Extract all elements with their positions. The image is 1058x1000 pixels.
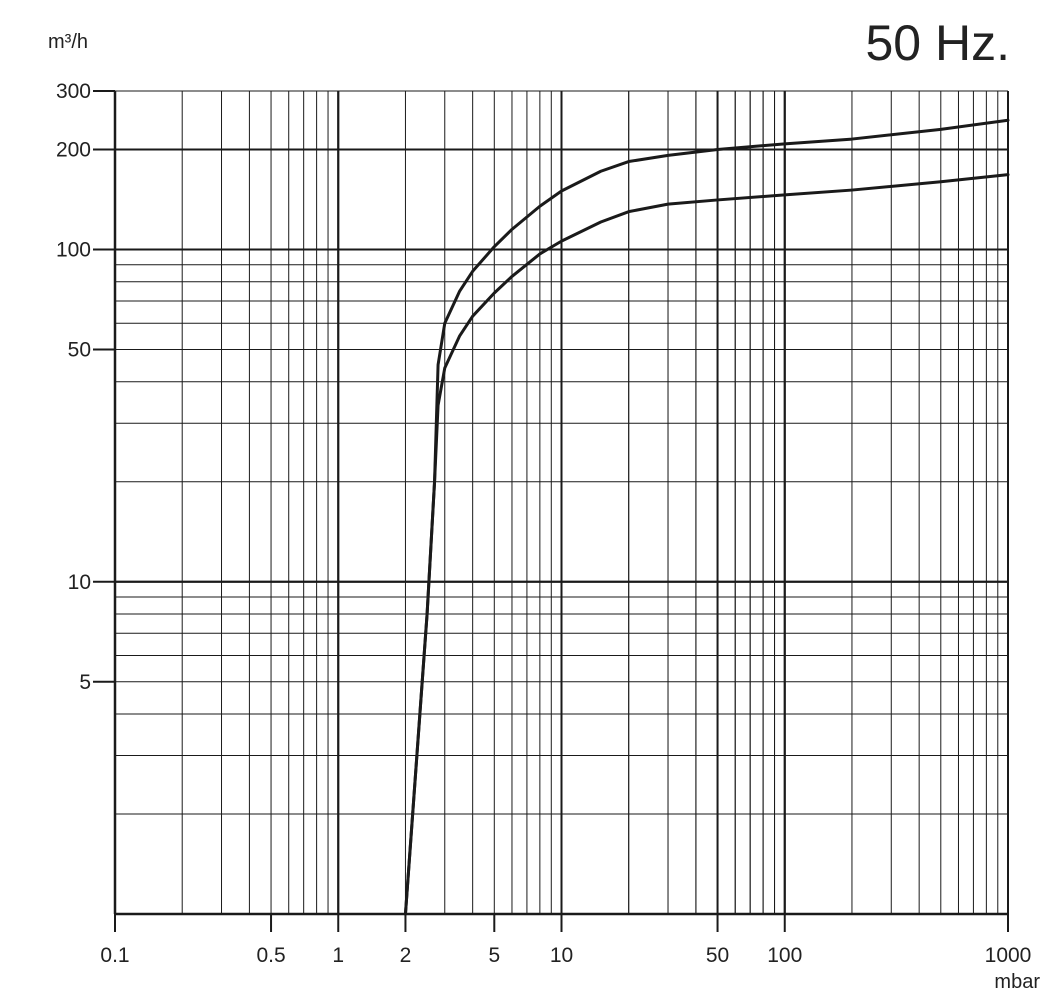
series-layer [403, 118, 1010, 916]
x-tick-label: 10 [550, 944, 573, 967]
label-layer: 5 10 50 100 200 300 0.1 0.5 1 2 5 10 50 100 1000 [56, 80, 1031, 967]
x-tick-label: 1 [332, 944, 344, 967]
x-tick-label: 1000 [985, 944, 1032, 967]
x-tick-label: 100 [767, 944, 802, 967]
grid-layer [114, 90, 1009, 915]
x-tick-label: 0.5 [256, 944, 285, 967]
frame-layer [93, 90, 1009, 932]
y-tick-label: 100 [56, 239, 91, 262]
x-tick-label: 0.1 [100, 944, 129, 967]
y-tick-label: 300 [56, 80, 91, 103]
x-tick-label: 50 [706, 944, 729, 967]
series-line-2 [403, 173, 1010, 916]
x-tick-label: 2 [400, 944, 412, 967]
y-tick-label: 10 [68, 571, 91, 594]
y-axis-label: m³/h [48, 31, 88, 53]
y-tick-label: 200 [56, 139, 91, 162]
x-axis-label: mbar [994, 971, 1040, 993]
y-tick-label: 5 [79, 671, 91, 694]
series-line-1 [403, 118, 1010, 916]
x-tick-label: 5 [488, 944, 500, 967]
chart-title: 50 Hz. [865, 15, 1010, 71]
y-tick-label: 50 [68, 339, 91, 362]
